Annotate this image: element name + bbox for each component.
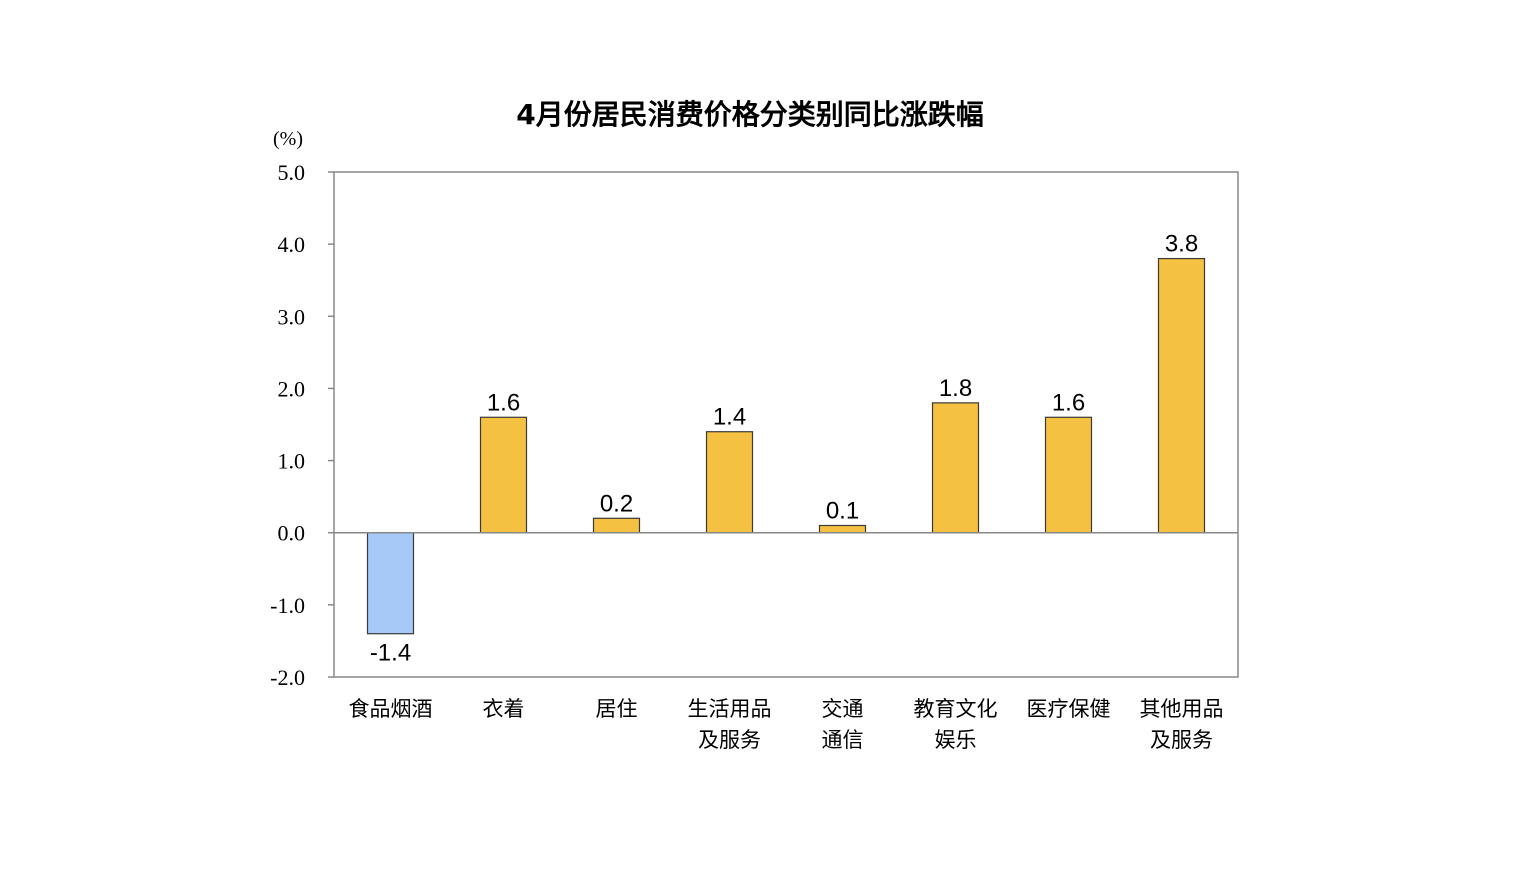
chart-title: 4月份居民消费价格分类别同比涨跌幅 [516, 98, 983, 131]
x-tick-label: 衣着 [483, 697, 525, 721]
bar [1044, 416, 1093, 534]
y-tick-label: 3.0 [278, 304, 306, 329]
y-axis-unit: (%) [273, 128, 303, 150]
x-tick-label: 生活用品及服务 [688, 697, 772, 752]
data-label: 0.1 [826, 498, 859, 525]
data-label: 1.6 [487, 389, 520, 416]
bar [479, 416, 528, 534]
y-tick-label: 0.0 [278, 521, 306, 546]
data-labels: -1.4 1.6 0.2 1.4 0.1 1.8 1.6 3.8 [370, 231, 1198, 667]
data-label: 1.4 [713, 404, 746, 431]
y-tick-label: -2.0 [270, 665, 305, 690]
plot-area-frame [333, 171, 1239, 678]
x-tick-label: 食品烟酒 [349, 697, 433, 721]
bar [931, 402, 980, 534]
data-label: 3.8 [1165, 231, 1198, 258]
x-tick-label: 居住 [596, 697, 638, 721]
data-label: 0.2 [600, 490, 633, 517]
bar [705, 431, 754, 534]
data-label: -1.4 [370, 640, 411, 667]
y-tick-label: 4.0 [278, 232, 306, 257]
x-tick-label: 教育文化娱乐 [914, 697, 998, 752]
y-tick-label: -1.0 [270, 593, 305, 618]
x-tick-label: 其他用品及服务 [1140, 697, 1224, 752]
y-tick-label: 2.0 [278, 376, 306, 401]
data-label: 1.6 [1052, 389, 1085, 416]
bars [366, 257, 1206, 635]
bar [818, 524, 867, 534]
y-tick-label: 5.0 [278, 160, 306, 185]
data-label: 1.8 [939, 375, 972, 402]
bar [366, 532, 415, 635]
bar [1157, 257, 1206, 534]
x-tick-label: 医疗保健 [1027, 697, 1111, 721]
x-tick-label: 交通通信 [822, 697, 864, 752]
y-axis: 5.0 4.0 3.0 2.0 1.0 0.0 -1.0 -2.0 [270, 160, 334, 690]
y-tick-label: 1.0 [278, 449, 306, 474]
bar [592, 517, 641, 534]
x-axis: 食品烟酒 衣着 居住 生活用品及服务 交通通信 教育文化娱乐 医疗保健 其他用品及服务 [349, 697, 1224, 752]
